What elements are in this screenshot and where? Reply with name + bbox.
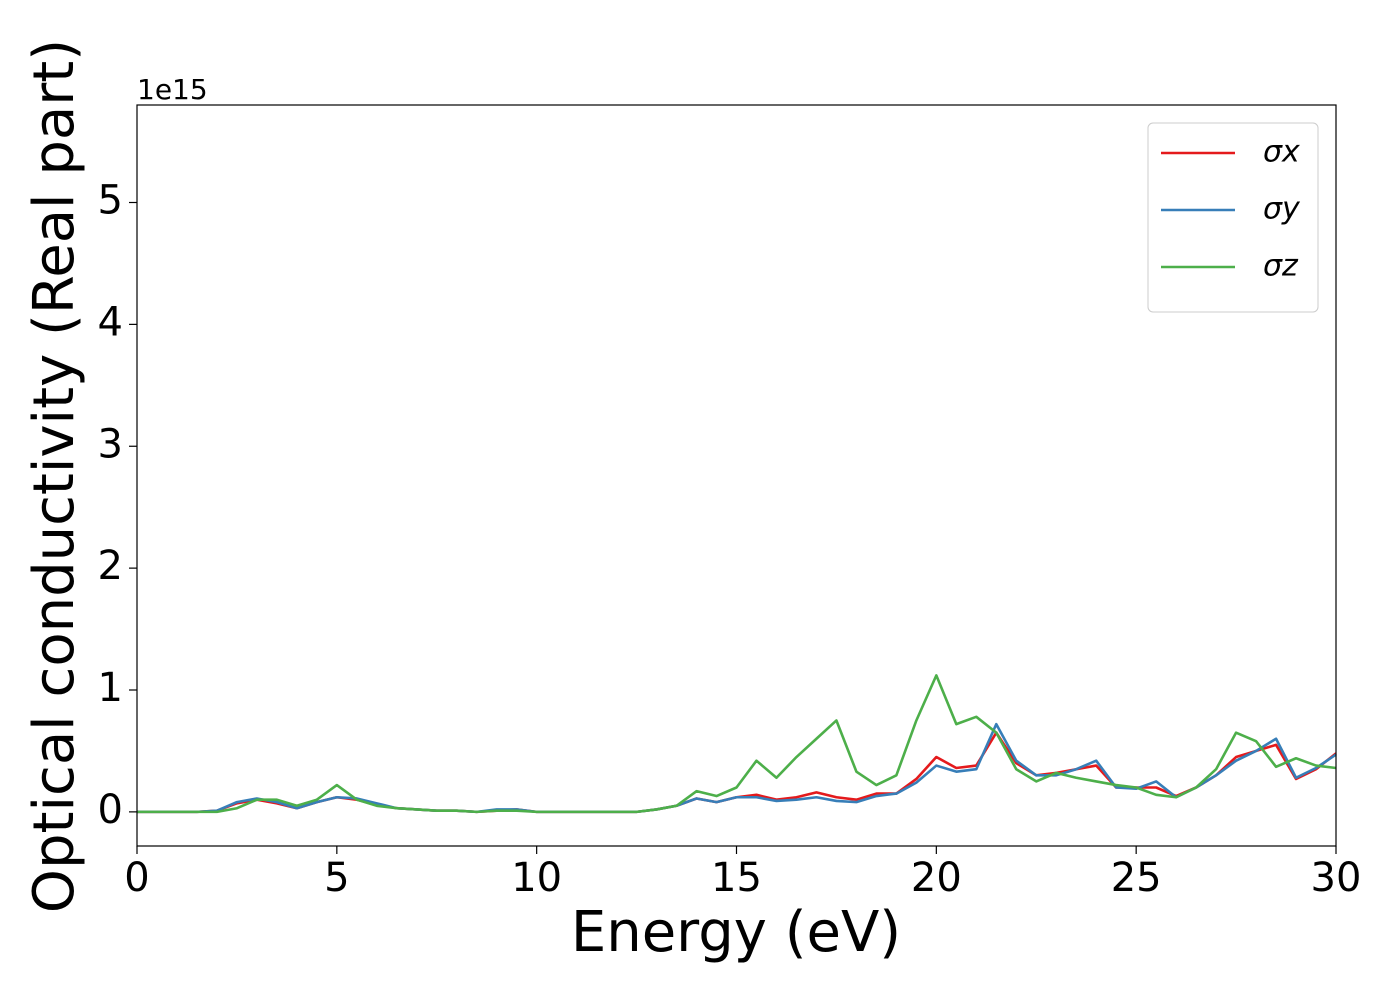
y-tick-label: 3 (98, 421, 123, 467)
legend-label: σx (1263, 135, 1300, 170)
x-tick-label: 0 (124, 855, 149, 901)
y-tick-label: 4 (98, 299, 123, 345)
y-offset-label: 1e15 (137, 73, 208, 106)
x-tick-label: 10 (511, 855, 562, 901)
x-tick-label: 30 (1311, 855, 1362, 901)
x-tick-label: 20 (911, 855, 962, 901)
legend-label: σz (1263, 249, 1299, 284)
legend-box (1147, 122, 1319, 313)
y-axis-label: Optical conductivity (Real part) (22, 39, 87, 913)
plot-frame (136, 104, 1337, 847)
y-tick-label: 2 (98, 543, 123, 589)
y-tick-label: 5 (98, 178, 123, 224)
y-tick-label: 0 (98, 787, 123, 833)
y-tick-label: 1 (98, 665, 123, 711)
x-tick-label: 25 (1111, 855, 1162, 901)
series-line (137, 674, 1337, 814)
x-axis-label: Energy (eV) (571, 900, 901, 965)
x-tick-label: 5 (324, 855, 349, 901)
x-tick-label: 15 (711, 855, 762, 901)
legend-label: σy (1263, 192, 1301, 227)
